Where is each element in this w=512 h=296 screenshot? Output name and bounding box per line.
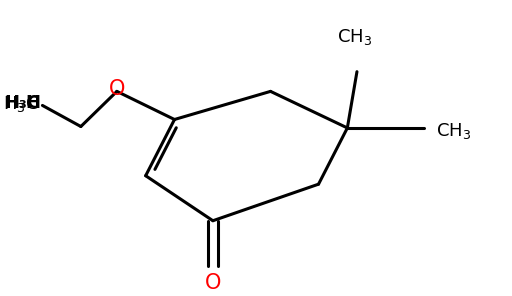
Text: H: H xyxy=(25,94,40,112)
Text: $\mathregular{CH_3}$: $\mathregular{CH_3}$ xyxy=(337,27,372,46)
Text: O: O xyxy=(109,78,125,99)
Text: H₃C: H₃C xyxy=(4,94,40,112)
Text: $\mathregular{H_3C}$: $\mathregular{H_3C}$ xyxy=(3,94,38,114)
Text: O: O xyxy=(205,273,221,293)
Text: $\mathregular{CH_3}$: $\mathregular{CH_3}$ xyxy=(436,121,472,141)
